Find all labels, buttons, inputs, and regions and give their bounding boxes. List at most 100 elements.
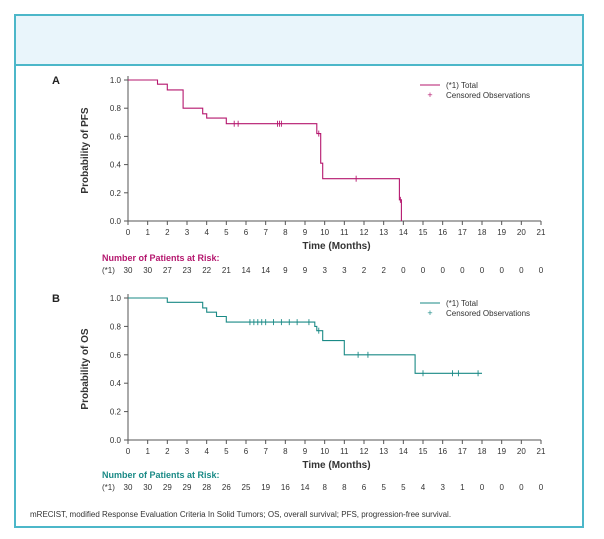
panel-b-y-tick-label: 0.2 <box>110 408 122 417</box>
panel-a-y-tick-label: 1.0 <box>110 76 122 85</box>
panel-a-risk-count: 0 <box>460 266 465 275</box>
panel-a-x-axis-title: Time (Months) <box>302 241 370 252</box>
panel-a-y-tick-label: 0.2 <box>110 189 122 198</box>
panel-a-risk-count: 0 <box>421 266 426 275</box>
panel-b-x-tick-label: 14 <box>399 447 408 456</box>
panel-a-y-tick-label: 0.6 <box>110 132 122 141</box>
panel-a-risk-count: 14 <box>242 266 251 275</box>
panel-b-risk-count: 19 <box>261 483 270 492</box>
panel-a-legend-series-label: (*1) Total <box>446 81 478 90</box>
panel-a-risk-count: 3 <box>322 266 327 275</box>
panel-a-y-axis-title: Probability of PFS <box>80 107 91 193</box>
panel-b-risk-count: 4 <box>421 483 426 492</box>
panel-b-risk-count: 1 <box>460 483 465 492</box>
panel-b-x-tick-label: 5 <box>224 447 229 456</box>
panel-a-x-tick-label: 17 <box>458 228 467 237</box>
panel-b-risk-count: 8 <box>322 483 327 492</box>
panel-a-risk-count: 27 <box>163 266 172 275</box>
panel-b-risk-count: 6 <box>362 483 367 492</box>
panel-a-risk-count: 0 <box>499 266 504 275</box>
panel-a-risk-count: 2 <box>381 266 386 275</box>
panel-b-risk-count: 26 <box>222 483 231 492</box>
panel-b-risk-count: 28 <box>202 483 211 492</box>
panel-a-risk-count: 0 <box>401 266 406 275</box>
panel-a-x-tick-label: 18 <box>478 228 487 237</box>
panel-b-risk-count: 5 <box>381 483 386 492</box>
panel-b-x-tick-label: 19 <box>497 447 506 456</box>
panel-b-x-tick-label: 3 <box>185 447 190 456</box>
panel-b-x-tick-label: 1 <box>145 447 150 456</box>
panel-b-x-tick-label: 0 <box>126 447 131 456</box>
panel-a-x-tick-label: 0 <box>126 228 131 237</box>
panel-a-y-tick-label: 0.4 <box>110 161 122 170</box>
panel-a-risk-count: 14 <box>261 266 270 275</box>
panel-a-x-tick-label: 14 <box>399 228 408 237</box>
panel-b-x-tick-label: 13 <box>379 447 388 456</box>
header-band <box>16 16 582 66</box>
panel-a-risk-count: 21 <box>222 266 231 275</box>
panel-a-x-tick-label: 11 <box>340 228 349 237</box>
panel-a-risk-count: 9 <box>283 266 288 275</box>
panel-b-risk-count: 29 <box>183 483 192 492</box>
panel-a-x-tick-label: 21 <box>537 228 546 237</box>
panel-a-risk-count: 22 <box>202 266 211 275</box>
panel-b-y-tick-label: 0.6 <box>110 351 122 360</box>
panel-b-x-tick-label: 11 <box>340 447 349 456</box>
panel-a-x-tick-label: 13 <box>379 228 388 237</box>
panel-b-y-tick-label: 1.0 <box>110 294 122 303</box>
panel-b-y-tick-label: 0.4 <box>110 379 122 388</box>
panel-a-x-tick-label: 1 <box>145 228 150 237</box>
panel-a-x-tick-label: 10 <box>320 228 329 237</box>
panel-b-x-tick-label: 21 <box>537 447 546 456</box>
panel-b-x-tick-label: 2 <box>165 447 170 456</box>
panel-a-x-tick-label: 19 <box>497 228 506 237</box>
panel-a-x-tick-label: 5 <box>224 228 229 237</box>
panel-a-x-tick-label: 16 <box>438 228 447 237</box>
panel-a-risk-table-title: Number of Patients at Risk: <box>102 253 220 263</box>
panel-b-legend-series-label: (*1) Total <box>446 299 478 308</box>
panel-b-risk-table-title: Number of Patients at Risk: <box>102 470 220 480</box>
panel-a-risk-count: 30 <box>143 266 152 275</box>
panel-b-legend-censor-swatch: + <box>427 308 432 318</box>
panel-a-risk-count: 3 <box>342 266 347 275</box>
panel-b-risk-count: 25 <box>242 483 251 492</box>
panel-a-risk-count: 0 <box>480 266 485 275</box>
panel-a-risk-count: 2 <box>362 266 367 275</box>
panel-b-risk-count: 0 <box>539 483 544 492</box>
footnote: mRECIST, modified Response Evaluation Cr… <box>30 510 452 519</box>
panel-b-risk-group-label: (*1) <box>102 483 115 492</box>
panel-b-y-axis-title: Probability of OS <box>80 328 91 409</box>
panel-b-risk-count: 16 <box>281 483 290 492</box>
panel-a-x-tick-label: 20 <box>517 228 526 237</box>
panel-a-risk-count: 23 <box>183 266 192 275</box>
panel-a-x-tick-label: 9 <box>303 228 308 237</box>
panel-a-risk-group-label: (*1) <box>102 266 115 275</box>
panel-a-risk-count: 0 <box>519 266 524 275</box>
panel-a-x-tick-label: 4 <box>204 228 209 237</box>
panel-b-x-tick-label: 15 <box>419 447 428 456</box>
panel-a-label: A <box>52 75 60 87</box>
panel-b-risk-count: 30 <box>143 483 152 492</box>
panel-b-y-tick-label: 0.0 <box>110 436 122 445</box>
panel-a-risk-count: 30 <box>124 266 133 275</box>
panel-b-label: B <box>52 293 60 305</box>
panel-a-risk-count: 0 <box>440 266 445 275</box>
panel-b-x-tick-label: 17 <box>458 447 467 456</box>
panel-b-x-tick-label: 20 <box>517 447 526 456</box>
panel-b-x-tick-label: 9 <box>303 447 308 456</box>
panel-b-risk-count: 0 <box>499 483 504 492</box>
panel-b-km-curve <box>128 297 482 374</box>
panel-b-risk-count: 14 <box>301 483 310 492</box>
panel-b-x-tick-label: 16 <box>438 447 447 456</box>
panel-a-x-tick-label: 8 <box>283 228 288 237</box>
panel-b-y-tick-label: 0.8 <box>110 322 122 331</box>
panel-a-risk-count: 0 <box>539 266 544 275</box>
panel-b-risk-count: 0 <box>480 483 485 492</box>
panel-b-risk-count: 30 <box>124 483 133 492</box>
panel-b-legend-censor-label: Censored Observations <box>446 309 530 318</box>
panel-b-x-tick-label: 10 <box>320 447 329 456</box>
panel-a-x-tick-label: 15 <box>419 228 428 237</box>
panel-b-x-tick-label: 4 <box>204 447 209 456</box>
panel-b-x-tick-label: 7 <box>263 447 268 456</box>
